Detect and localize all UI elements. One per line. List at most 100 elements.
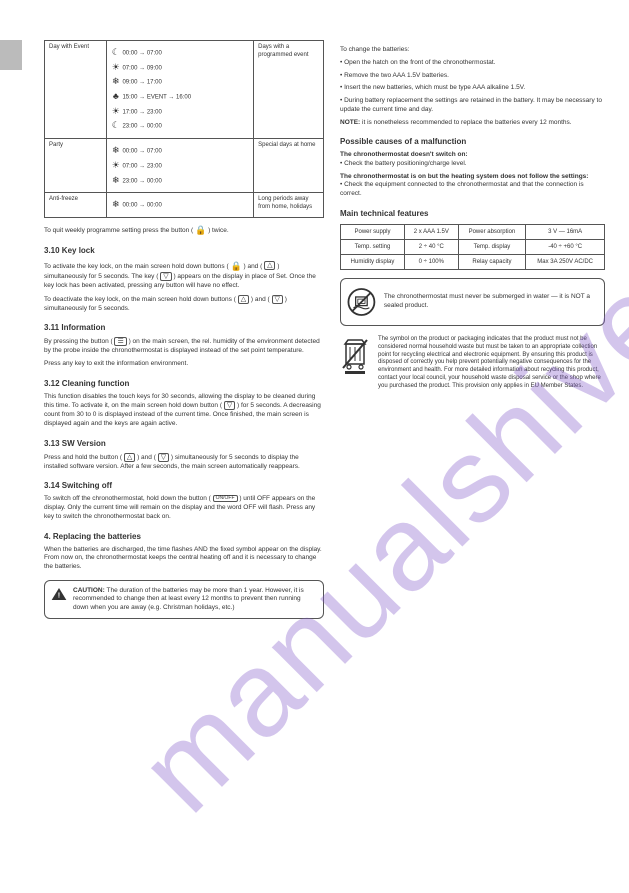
section-heading: Possible causes of a malfunction (340, 137, 605, 148)
body-text: To quit weekly programme setting press t… (44, 224, 324, 619)
section-heading: 4. Replacing the batteries (44, 532, 324, 543)
section-heading: Main technical features (340, 209, 605, 220)
no-submerge-box: The chronothermostat must never be subme… (340, 278, 605, 326)
mode-schedule: ❄ 00:00 → 00:00 (106, 193, 253, 218)
note-text: it is nonetheless recommended to replace… (362, 119, 572, 126)
text: ) and ( (243, 263, 262, 270)
up-icon: △ (264, 261, 275, 270)
schedule-text: 17:00 → 23:00 (122, 109, 161, 115)
section-heading: 3.13 SW Version (44, 439, 324, 450)
weee-block: The symbol on the product or packaging i… (340, 336, 605, 391)
table-row: Anti-freeze ❄ 00:00 → 00:00 Long periods… (45, 193, 324, 218)
table-row: Humidity display 0 ÷ 100% Relay capacity… (341, 254, 605, 269)
text: To deactivate the key lock, on the main … (44, 296, 236, 303)
svg-text:!: ! (58, 590, 60, 599)
no-submerge-text: The chronothermostat must never be subme… (384, 293, 598, 311)
table-row: Day with Event ☾ 00:00 → 07:00 ☀ 07:00 →… (45, 41, 324, 139)
section-heading: 3.11 Information (44, 323, 324, 334)
section-heading: 3.10 Key lock (44, 246, 324, 257)
section-heading: 3.12 Cleaning function (44, 379, 324, 390)
moon-icon: ☾ (111, 47, 121, 59)
text: ) twice. (208, 227, 229, 234)
cause-text: Check the battery positioning/charge lev… (344, 160, 467, 167)
text: ) and ( (251, 296, 270, 303)
tech-cell: 2 x AAA 1.5V (405, 224, 459, 239)
no-submerge-icon (347, 285, 376, 319)
cause-title: The chronothermostat is on but the heati… (340, 173, 588, 180)
sun-icon: ☀ (111, 160, 121, 172)
tech-cell: Temp. setting (341, 239, 405, 254)
text: ) and ( (137, 454, 156, 461)
schedule-text: 07:00 → 09:00 (122, 65, 161, 71)
menu-icon: ☰ (114, 337, 126, 346)
lock-icon: 🔒 (195, 225, 206, 235)
table-row: Power supply 2 x AAA 1.5V Power absorpti… (341, 224, 605, 239)
text: To quit weekly programme setting press t… (44, 227, 193, 234)
table-row: Temp. setting 2 ÷ 40 °C Temp. display -4… (341, 239, 605, 254)
tech-cell: 3 V — 16mA (526, 224, 605, 239)
right-column: To change the batteries: • Open the hatc… (340, 40, 605, 391)
cause-title: The chronothermostat doesn't switch on: (340, 151, 468, 158)
body-text: To change the batteries: • Open the hatc… (340, 46, 605, 391)
schedule-text: 00:00 → 07:00 (122, 149, 161, 155)
mode-name: Party (45, 139, 107, 193)
text: Press and hold the button ( (44, 454, 122, 461)
schedule-text: 00:00 → 00:00 (122, 203, 161, 209)
section-heading: 3.14 Switching off (44, 481, 324, 492)
tech-cell: Power supply (341, 224, 405, 239)
list-item: • Open the hatch on the front of the chr… (340, 59, 605, 68)
text: To switch off the chronothermostat, hold… (44, 495, 211, 502)
list-item: • During battery replacement the setting… (340, 97, 605, 115)
mode-name: Anti-freeze (45, 193, 107, 218)
warning-icon: ! (51, 587, 67, 601)
tech-table: Power supply 2 x AAA 1.5V Power absorpti… (340, 224, 605, 270)
tech-cell: Humidity display (341, 254, 405, 269)
cause-text: Check the equipment connected to the chr… (340, 181, 584, 197)
down-icon: ▽ (158, 453, 169, 462)
mode-desc: Special days at home (254, 139, 324, 193)
snow-icon: ❄ (111, 145, 121, 157)
up-icon: △ (238, 295, 249, 304)
tech-cell: -40 ÷ +60 °C (526, 239, 605, 254)
mode-schedule: ❄ 00:00 → 07:00 ☀ 07:00 → 23:00 ❄ 23:00 … (106, 139, 253, 193)
onoff-icon: ON/OFF (213, 495, 238, 502)
down-icon: ▽ (224, 401, 235, 410)
schedule-text: 00:00 → 07:00 (122, 50, 161, 56)
text: By pressing the button ( (44, 338, 113, 345)
down-icon: ▽ (160, 272, 171, 281)
caution-box: ! CAUTION: The duration of the batteries… (44, 580, 324, 619)
mode-name: Day with Event (45, 41, 107, 139)
lock-icon: 🔒 (230, 261, 241, 271)
text: To change the batteries: (340, 46, 605, 55)
tech-cell: 0 ÷ 100% (405, 254, 459, 269)
weee-text: The symbol on the product or packaging i… (378, 336, 605, 391)
sun-icon: ☀ (111, 62, 121, 74)
moon-icon: ☾ (111, 120, 121, 132)
tech-cell: Relay capacity (458, 254, 526, 269)
up-icon: △ (124, 453, 135, 462)
tech-cell: Max 3A 250V AC/DC (526, 254, 605, 269)
tree-icon: ♣ (111, 91, 121, 103)
note-label: NOTE: (340, 119, 360, 126)
schedule-text: 23:00 → 00:00 (122, 178, 161, 184)
mode-desc: Days with a programmed event (254, 41, 324, 139)
tech-cell: Power absorption (458, 224, 526, 239)
caution-heading: CAUTION: (73, 587, 105, 594)
mode-desc: Long periods away from home, holidays (254, 193, 324, 218)
tech-cell: Temp. display (458, 239, 526, 254)
sun-icon: ☀ (111, 106, 121, 118)
weee-icon (340, 336, 370, 376)
text: To activate the key lock, on the main sc… (44, 263, 229, 270)
text: When the batteries are discharged, the t… (44, 546, 324, 572)
mode-schedule: ☾ 00:00 → 07:00 ☀ 07:00 → 09:00 ❄ 09:00 … (106, 41, 253, 139)
text: Press any key to exit the information en… (44, 360, 324, 369)
snow-icon: ❄ (111, 175, 121, 187)
down-icon: ▽ (272, 295, 283, 304)
schedule-text: 23:00 → 00:00 (122, 124, 161, 130)
snow-icon: ❄ (111, 199, 121, 211)
snow-icon: ❄ (111, 76, 121, 88)
schedule-text: 09:00 → 17:00 (122, 80, 161, 86)
caution-text: The duration of the batteries may be mor… (73, 587, 304, 611)
left-column: Day with Event ☾ 00:00 → 07:00 ☀ 07:00 →… (44, 40, 324, 619)
page-tab (0, 40, 22, 70)
